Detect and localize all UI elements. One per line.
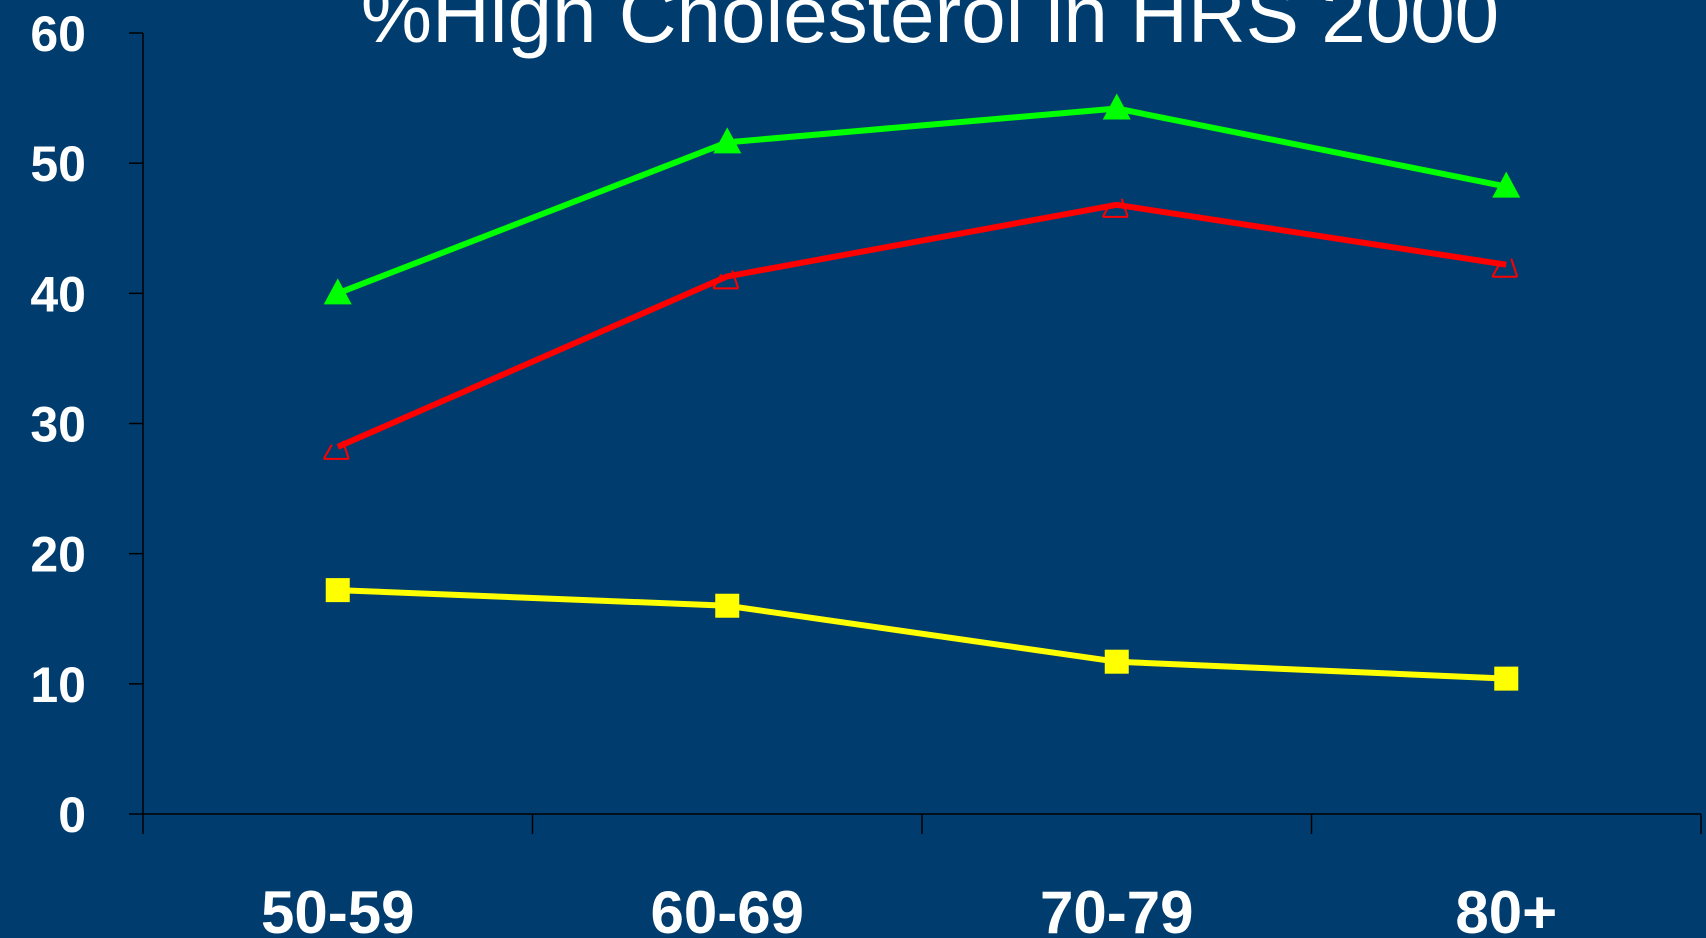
- x-tick-label: 70-79: [1040, 879, 1193, 938]
- data-point-square: [715, 593, 740, 618]
- data-point-check: [322, 440, 350, 460]
- y-tick-label: 20: [30, 527, 86, 583]
- x-tick-label: 60-69: [651, 879, 804, 938]
- series-line: [337, 587, 1507, 682]
- data-point-square: [325, 578, 350, 603]
- data-point-triangle: [713, 127, 742, 154]
- series-2: [322, 198, 1519, 460]
- tick-labels: 0 10 20 30 40 50 60 50-59 60-69 70-79 80+: [30, 6, 1557, 938]
- data-point-square: [1494, 666, 1519, 691]
- y-tick-label: 30: [30, 397, 86, 453]
- series-line: [336, 105, 1507, 297]
- y-tick-label: 60: [30, 6, 86, 62]
- data-point-triangle: [1102, 93, 1131, 120]
- y-tick-label: 0: [58, 787, 86, 843]
- data-point-square: [1104, 649, 1129, 674]
- y-tick-label: 40: [30, 266, 86, 322]
- series-1: [323, 93, 1521, 305]
- x-tick-label: 50-59: [261, 879, 414, 938]
- axes: [129, 32, 1702, 834]
- data-point-triangle: [323, 278, 352, 305]
- data-point-check: [1491, 258, 1519, 278]
- y-tick-label: 10: [30, 657, 86, 713]
- series-line: [336, 201, 1507, 450]
- x-tick-label: 80+: [1455, 879, 1557, 938]
- data-point-triangle: [1492, 171, 1521, 198]
- chart-title: %High Cholesterol in HRS 2000: [361, 0, 1499, 59]
- data-point-check: [1101, 198, 1129, 218]
- series-layer: [322, 93, 1521, 691]
- series-3: [325, 578, 1519, 691]
- data-point-check: [712, 270, 740, 290]
- y-tick-label: 50: [30, 136, 86, 192]
